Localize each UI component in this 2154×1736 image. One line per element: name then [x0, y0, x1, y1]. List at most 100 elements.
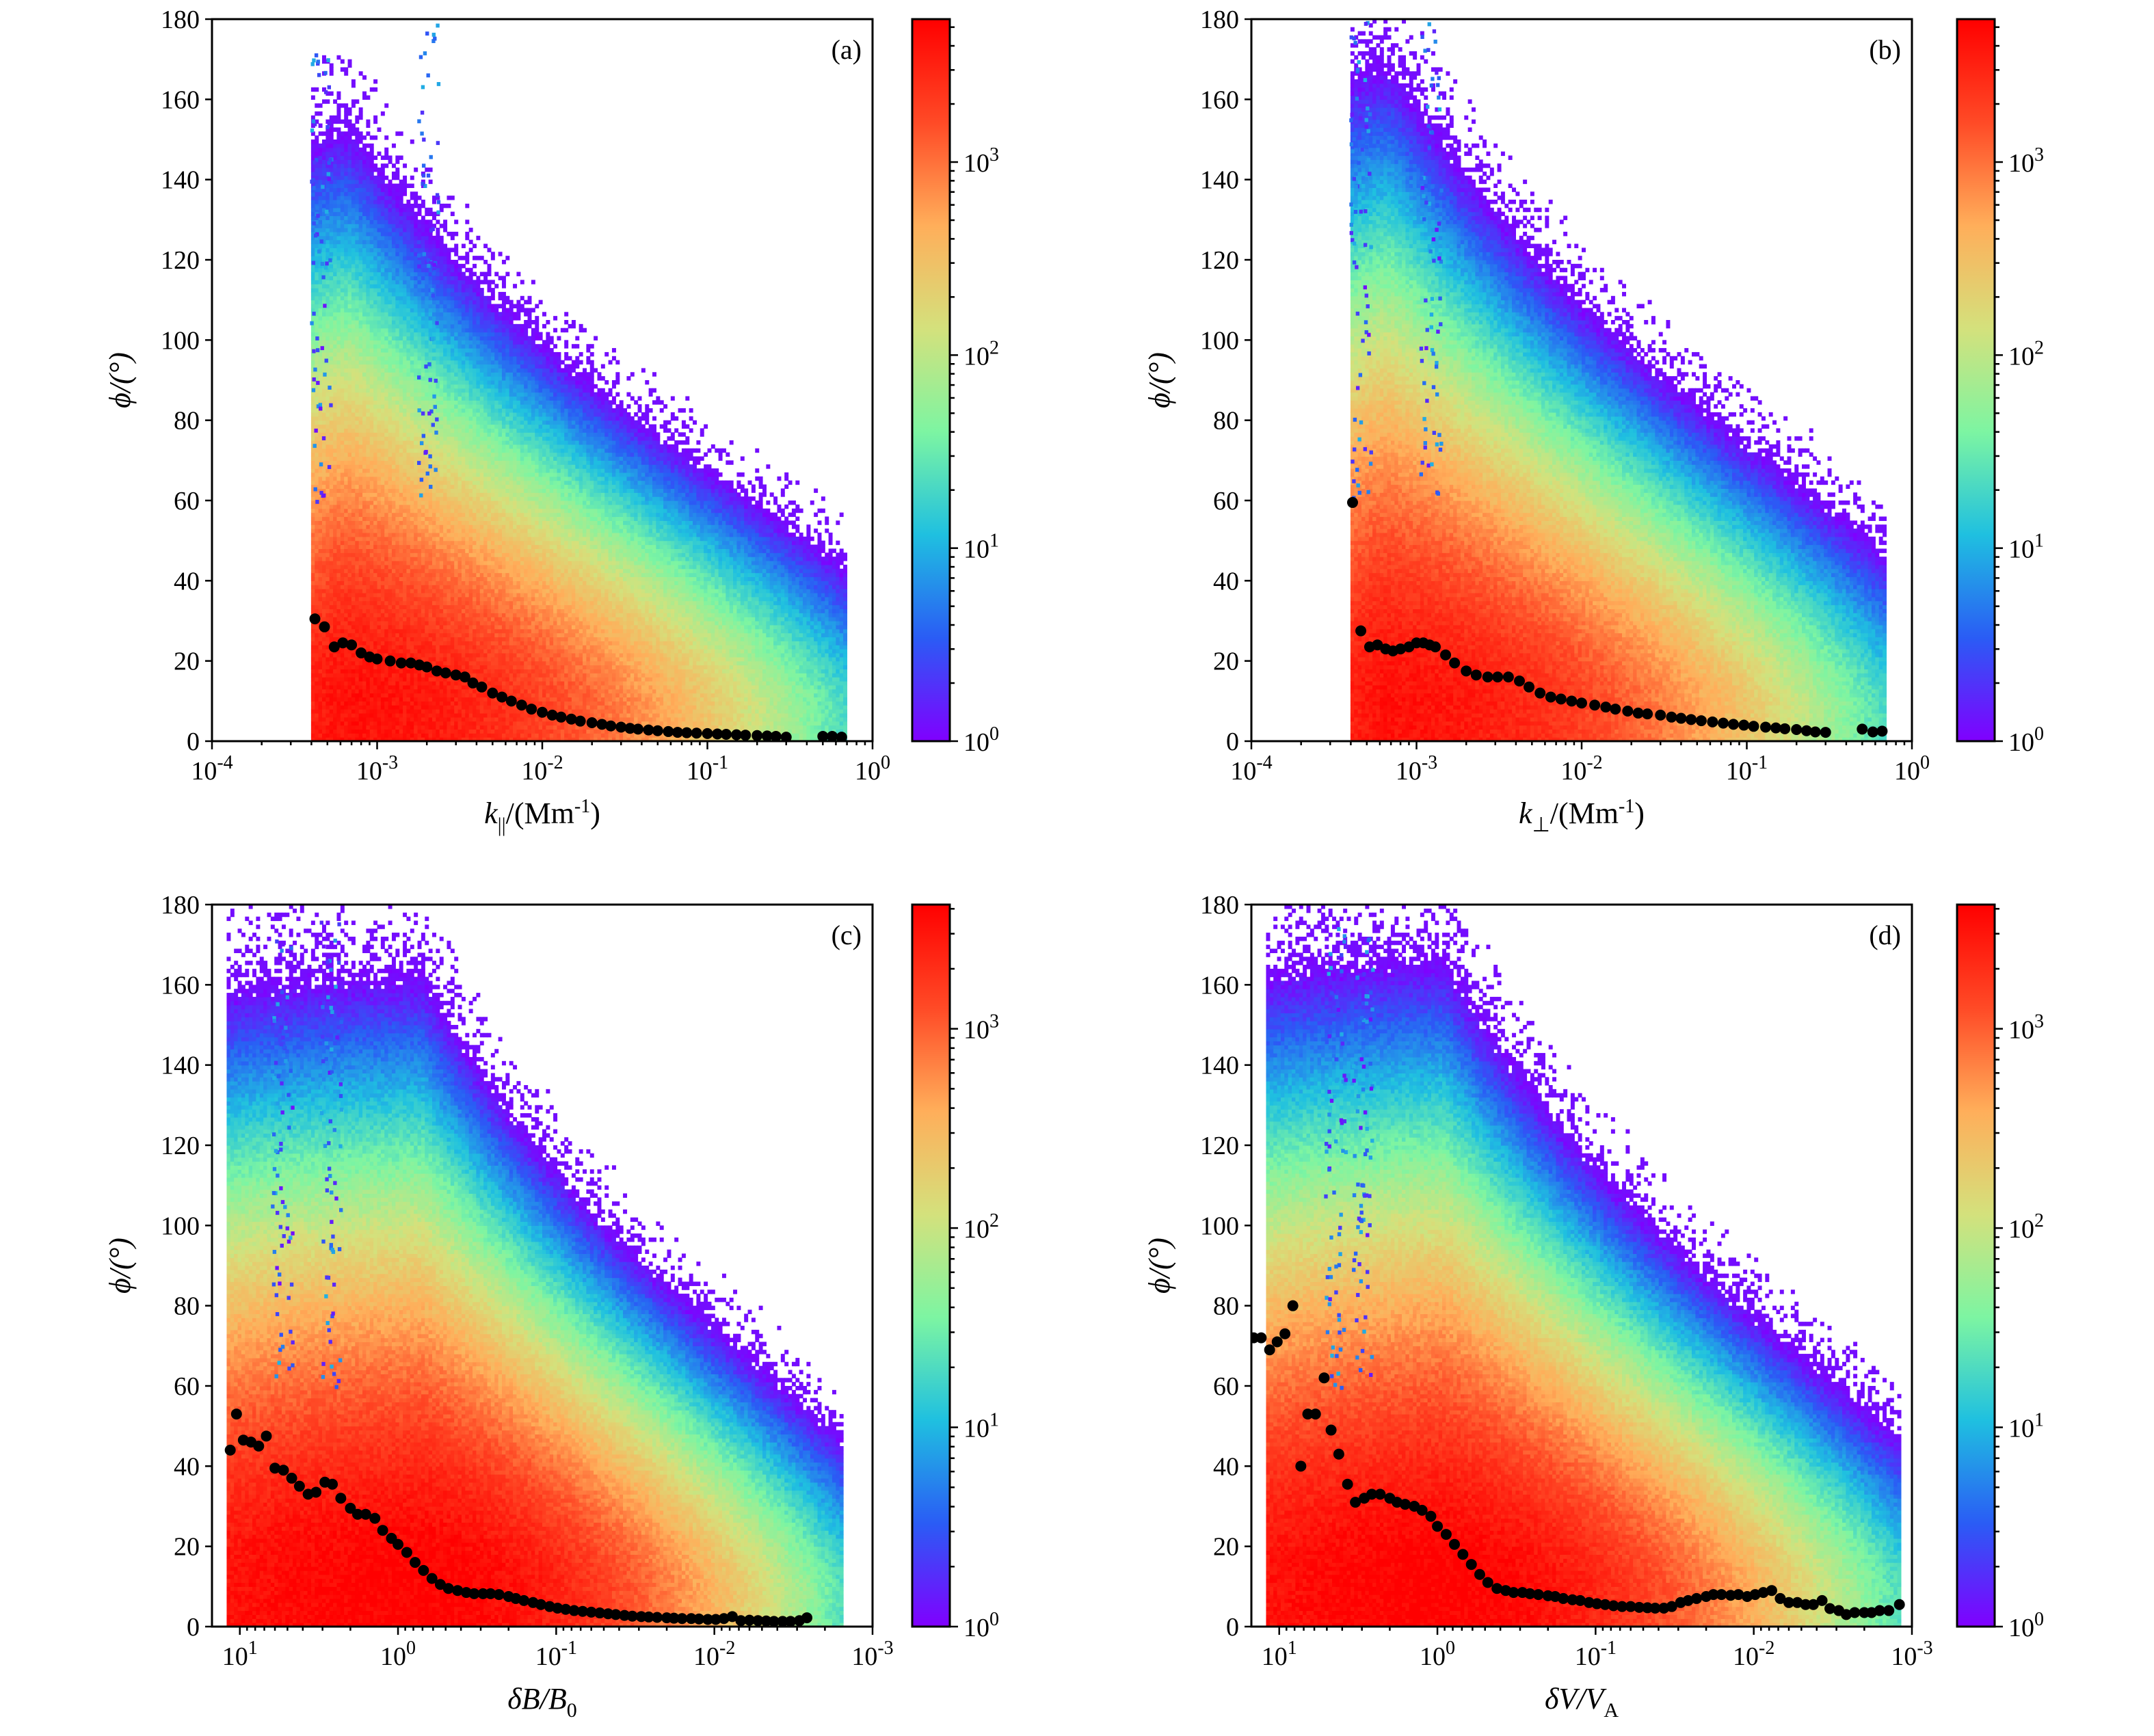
x-tick-label: 101: [1262, 1638, 1297, 1671]
x-tick-base: 10: [693, 1642, 719, 1671]
x-tick-base: 10: [535, 1642, 561, 1671]
median-point: [1810, 727, 1821, 738]
median-point: [516, 699, 527, 710]
x-tick-label: 101: [222, 1638, 258, 1671]
x-label-tail: ): [590, 797, 600, 830]
y-tick-label: 140: [1200, 1052, 1239, 1080]
x-tick-exponent: 1: [1288, 1638, 1297, 1659]
median-point: [1817, 1595, 1828, 1606]
x-tick-exponent: -1: [1601, 1638, 1617, 1659]
median-point: [740, 730, 751, 740]
x-tick-exponent: 0: [406, 1638, 416, 1659]
colorbar-tick-label: 102: [963, 1210, 999, 1244]
median-point: [652, 1612, 663, 1623]
x-tick-base: 10: [1396, 757, 1422, 786]
x-tick-exponent: -4: [1256, 752, 1272, 773]
median-point: [393, 1539, 403, 1550]
y-tick-label: 120: [161, 246, 200, 275]
colorbar-tick-label: 103: [2008, 144, 2044, 178]
median-point: [1883, 1605, 1894, 1616]
y-tick-label: 60: [174, 487, 200, 516]
y-tick-label: 40: [1213, 567, 1239, 596]
colorbar-tick-exponent: 2: [2034, 1210, 2044, 1231]
median-point: [1457, 1549, 1468, 1560]
y-tick-label: 40: [174, 567, 200, 596]
median-point: [1556, 693, 1567, 704]
x-tick-base: 10: [687, 757, 713, 786]
x-tick-label: 10-2: [521, 752, 563, 786]
y-tick-label: 100: [1200, 326, 1239, 355]
x-tick-label: 10-4: [1230, 752, 1272, 786]
y-axis-label: ϕ/(°): [103, 1238, 137, 1294]
y-tick-label: 0: [187, 727, 200, 756]
x-tick-exponent: -1: [561, 1638, 577, 1659]
median-point: [1718, 718, 1729, 729]
median-point: [1279, 1328, 1290, 1339]
median-point: [1655, 710, 1666, 721]
median-point: [1295, 1460, 1306, 1471]
colorbar-tick-base: 10: [963, 149, 989, 178]
median-point: [377, 1525, 388, 1536]
y-tick-label: 140: [1200, 166, 1239, 195]
y-tick-label: 160: [1200, 971, 1239, 1000]
median-point: [1686, 714, 1697, 725]
y-tick-label: 120: [1200, 246, 1239, 275]
colorbar-tick-base: 10: [2008, 1415, 2034, 1443]
median-point: [1600, 702, 1611, 712]
x-tick-label: 10-4: [191, 752, 232, 786]
x-tick-exponent: -2: [1586, 752, 1602, 773]
median-point: [752, 730, 762, 741]
x-label-base: δV/V: [1545, 1682, 1608, 1715]
colorbar-tick-label: 100: [963, 1609, 999, 1642]
median-point: [369, 1513, 380, 1524]
median-point: [1696, 715, 1707, 726]
x-label-superscript: -1: [1619, 796, 1634, 817]
median-point: [1430, 641, 1441, 652]
x-label-subscript: A: [1604, 1699, 1619, 1722]
colorbar-tick-base: 10: [963, 1614, 989, 1642]
median-point: [1894, 1599, 1905, 1610]
colorbar-tick-label: 102: [2008, 337, 2044, 371]
panel-label: (b): [1869, 34, 1901, 65]
median-point: [781, 732, 792, 743]
median-point: [335, 1493, 346, 1504]
x-tick-base: 10: [1891, 1642, 1917, 1671]
x-tick-base: 10: [1726, 757, 1752, 786]
colorbar-tick-base: 10: [2008, 535, 2034, 564]
y-tick-label: 120: [1200, 1132, 1239, 1160]
median-point: [1566, 695, 1577, 706]
median-point: [261, 1430, 271, 1441]
colorbar-tick-base: 10: [2008, 1016, 2034, 1045]
median-point: [1425, 1511, 1436, 1522]
y-axis-label: ϕ/(°): [1143, 1238, 1176, 1294]
median-point: [1760, 721, 1771, 732]
y-tick-label: 20: [174, 1533, 200, 1562]
x-tick-label: 10-3: [356, 752, 398, 786]
colorbar-tick-label: 103: [963, 1011, 999, 1045]
y-tick-label: 20: [1213, 647, 1239, 676]
median-point: [294, 1481, 305, 1492]
heatmap-density: [226, 905, 843, 1627]
y-tick-label: 40: [1213, 1452, 1239, 1481]
median-point: [346, 639, 357, 650]
median-point: [801, 1612, 812, 1623]
colorbar-tick-exponent: 2: [2034, 337, 2044, 358]
y-tick-label: 80: [174, 1292, 200, 1321]
y-axis-label: ϕ/(°): [103, 352, 137, 408]
colorbar-gradient: [912, 905, 950, 1627]
x-tick-label: 10-2: [693, 1638, 735, 1671]
colorbar-tick-label: 103: [963, 144, 999, 178]
median-point: [1440, 650, 1451, 660]
median-point: [1545, 691, 1556, 702]
colorbar-tick-exponent: 3: [989, 1011, 999, 1032]
x-tick-label: 100: [1420, 1638, 1455, 1671]
y-tick-label: 0: [1226, 727, 1239, 756]
median-point: [1524, 682, 1534, 693]
heatmap-density: [1266, 905, 1901, 1627]
x-tick-exponent: -3: [877, 1638, 893, 1659]
median-point: [327, 1479, 338, 1490]
x-tick-label: 10-3: [851, 1638, 893, 1671]
y-tick-label: 180: [161, 5, 200, 34]
median-point: [1642, 708, 1653, 719]
median-point: [310, 1486, 321, 1497]
